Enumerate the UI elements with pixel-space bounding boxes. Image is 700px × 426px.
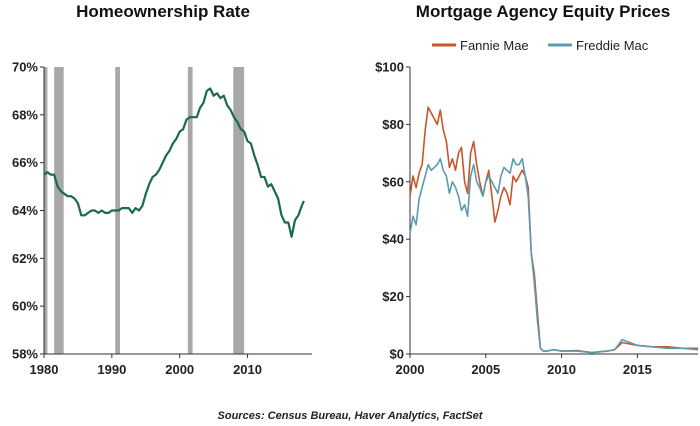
y-tick-label: $40 — [382, 232, 404, 247]
x-tick-label: 2010 — [547, 362, 576, 377]
series-line — [43, 87, 305, 238]
homeownership-chart: Homeownership Rate 58% 60% 62% 64% 66% 68% 70%… — [12, 2, 312, 377]
x-tick-label: 2015 — [623, 362, 652, 377]
y-tick-label: 64% — [12, 203, 38, 218]
x-tick-label: 1990 — [97, 362, 126, 377]
recession-band — [233, 67, 245, 354]
y-tick-label: $100 — [375, 60, 404, 75]
x-tick-label: 1980 — [30, 362, 59, 377]
recession-band — [54, 67, 64, 354]
homeownership-series — [43, 87, 305, 238]
x-tick-label: 2000 — [165, 362, 194, 377]
y-tick-label: $20 — [382, 289, 404, 304]
y-tick-label: 70% — [12, 60, 38, 75]
x-tick-label: 2000 — [396, 362, 425, 377]
legend: Fannie Mae Freddie Mac — [432, 38, 649, 53]
y-tick-label: 58% — [12, 347, 38, 362]
y-tick-label: $80 — [382, 117, 404, 132]
series-line-freddie-mac — [409, 158, 699, 354]
source-note: Sources: Census Bureau, Haver Analytics,… — [218, 410, 484, 422]
x-tick-label: 2010 — [233, 362, 262, 377]
homeownership-axes: 58% 60% 62% 64% 66% 68% 70% 1980 1990 2000 2010 — [12, 60, 312, 377]
y-tick-label: 68% — [12, 107, 38, 122]
mortgage-agency-chart-title: Mortgage Agency Equity Prices — [416, 2, 670, 21]
y-tick-label: 62% — [12, 251, 38, 266]
homeownership-chart-title: Homeownership Rate — [76, 2, 250, 21]
y-tick-label: 66% — [12, 155, 38, 170]
legend-label: Fannie Mae — [460, 38, 529, 53]
mortgage-agency-series — [409, 106, 699, 354]
mortgage-agency-chart: Mortgage Agency Equity Prices Fannie Mae… — [375, 2, 699, 377]
recession-band — [44, 67, 48, 354]
legend-label: Freddie Mac — [576, 38, 649, 53]
y-tick-label: 60% — [12, 299, 38, 314]
recession-band — [187, 67, 193, 354]
x-tick-label: 2005 — [471, 362, 500, 377]
recession-bands — [44, 67, 245, 354]
y-tick-label: $60 — [382, 174, 404, 189]
y-tick-label: $0 — [390, 347, 404, 362]
series-line-fannie-mae — [409, 106, 698, 354]
mortgage-agency-axes: $0 $20 $40 $60 $80 $100 2000 2005 2010 2015 — [375, 60, 698, 377]
